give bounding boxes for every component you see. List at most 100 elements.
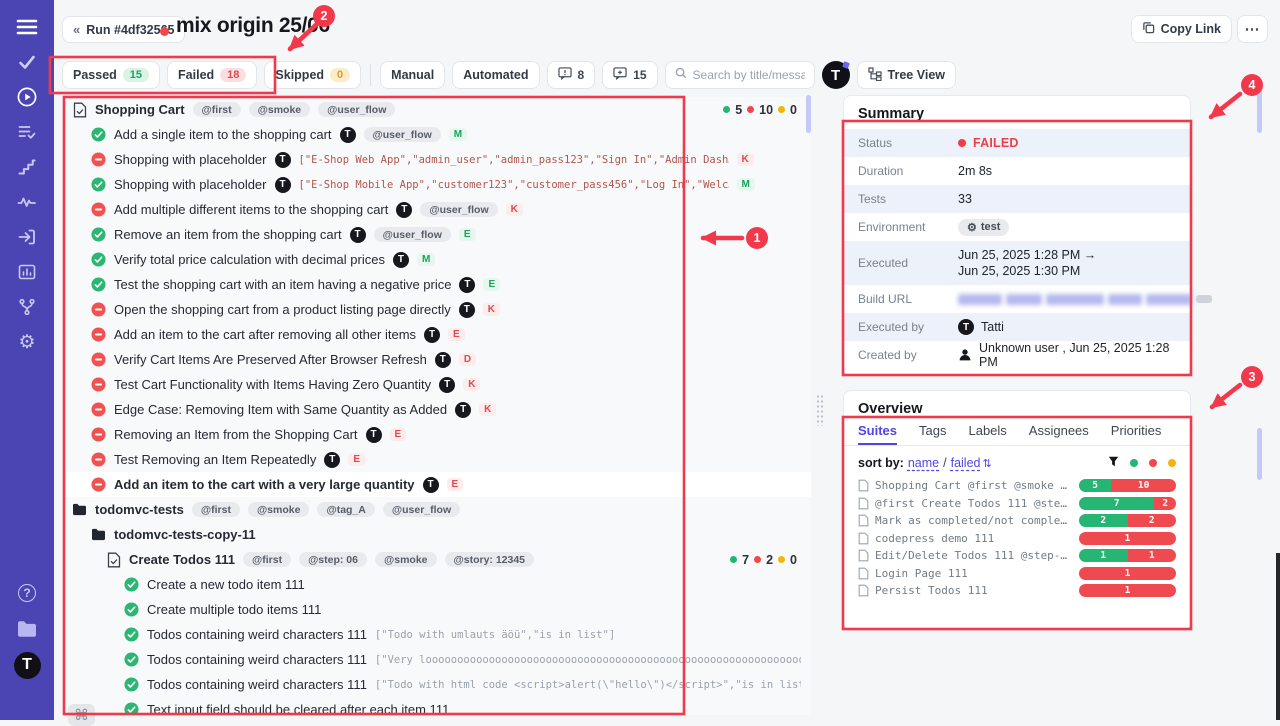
- test-row[interactable]: Edge Case: Removing Item with Same Quant…: [64, 397, 811, 422]
- comments-filter-button[interactable]: 8: [546, 61, 596, 89]
- filter-passed-button[interactable]: Passed 15: [62, 61, 161, 89]
- test-row[interactable]: Remove an item from the shopping cart T @u…: [64, 222, 811, 247]
- overview-suite-row[interactable]: codepress demo 111 1: [844, 530, 1190, 548]
- folder-row[interactable]: todomvc-tests @first @smoke @tag_A @user_flo…: [64, 497, 811, 522]
- filter-automated-button[interactable]: Automated: [452, 61, 540, 89]
- sidebar-item-branch[interactable]: [0, 290, 54, 324]
- overview-suite-row[interactable]: Edit/Delete Todos 111 @step-… 1 1: [844, 547, 1190, 565]
- tag-pill[interactable]: @step: 06: [299, 552, 367, 567]
- redacted-chunk: [958, 293, 1002, 305]
- tab-suites[interactable]: Suites: [858, 423, 897, 445]
- overview-suite-row[interactable]: @first Create Todos 111 @ste… 7 2: [844, 495, 1190, 513]
- sidebar-item-menu[interactable]: [0, 10, 54, 44]
- tab-priorities[interactable]: Priorities: [1110, 423, 1162, 438]
- test-row[interactable]: Create a new todo item 111: [64, 572, 811, 597]
- overview-heading: Overview: [858, 401, 923, 417]
- passed-dot: [730, 556, 738, 563]
- filter-skipped-button[interactable]: Skipped 0: [264, 61, 362, 89]
- search-input[interactable]: [692, 68, 805, 82]
- tag-pill[interactable]: @story: 12345: [444, 552, 535, 567]
- sidebar-item-steps[interactable]: [0, 150, 54, 184]
- test-row[interactable]: Test Cart Functionality with Items Havin…: [64, 372, 811, 397]
- panel-resize-handle[interactable]: [816, 394, 824, 426]
- overview-suite-row[interactable]: Persist Todos 111 1: [844, 582, 1190, 600]
- overview-suite-name: codepress demo 111: [875, 531, 995, 545]
- sidebar-item-gear[interactable]: ⚙: [0, 325, 54, 359]
- failed-segment: 1: [1127, 549, 1176, 563]
- test-row[interactable]: Verify total price calculation with deci…: [64, 247, 811, 272]
- sidebar-item-pulse[interactable]: [0, 185, 54, 219]
- test-row[interactable]: Test the shopping cart with an item havi…: [64, 272, 811, 297]
- filter-manual-button[interactable]: Manual: [380, 61, 446, 89]
- folder-row[interactable]: todomvc-tests-copy-11: [64, 522, 811, 547]
- skipped-dot: [778, 106, 786, 113]
- test-row[interactable]: Open the shopping cart from a product li…: [64, 297, 811, 322]
- tab-tags[interactable]: Tags: [919, 423, 947, 438]
- tag-pill[interactable]: @user_flow: [318, 102, 396, 117]
- tree-view-button[interactable]: Tree View: [856, 61, 956, 89]
- tag-pill[interactable]: @tag_A: [317, 502, 375, 517]
- test-row[interactable]: Add multiple different items to the shop…: [64, 197, 811, 222]
- more-menu-button[interactable]: ⋯: [1237, 15, 1268, 43]
- sort-by-name-link[interactable]: name: [907, 456, 940, 470]
- overview-suite-row[interactable]: Shopping Cart @first @smoke … 5 10: [844, 477, 1190, 495]
- passed-legend-dot[interactable]: [1130, 459, 1138, 467]
- tag-pill[interactable]: @first: [242, 552, 292, 567]
- sidebar-item-import[interactable]: [0, 220, 54, 254]
- test-row[interactable]: Add an item to the cart with a very larg…: [64, 472, 811, 497]
- tag-pill[interactable]: @user_flow: [363, 127, 441, 142]
- sidebar-item-check[interactable]: [0, 45, 54, 79]
- test-title: Test Removing an Item Repeatedly: [114, 452, 317, 467]
- sidebar-item-folder[interactable]: [0, 612, 54, 646]
- test-row[interactable]: Removing an Item from the Shopping Cart T…: [64, 422, 811, 447]
- filter-failed-button[interactable]: Failed 18: [167, 61, 258, 89]
- test-row[interactable]: Todos containing weird characters 111 ["T…: [64, 622, 811, 647]
- tag-pill[interactable]: @first: [191, 502, 240, 517]
- build-url-redacted[interactable]: [958, 293, 1212, 305]
- test-title: Todos containing weird characters 111: [147, 677, 367, 692]
- failed-legend-dot[interactable]: [1149, 459, 1157, 467]
- failed-segment: 1: [1079, 566, 1176, 580]
- overview-suite-row[interactable]: Login Page 111 1: [844, 565, 1190, 583]
- user-avatar[interactable]: T: [821, 61, 850, 89]
- t-avatar-icon: T: [455, 401, 472, 418]
- test-row[interactable]: Text input field should be cleared after…: [64, 697, 811, 715]
- test-row[interactable]: Todos containing weird characters 111 ["V…: [64, 647, 811, 672]
- skipped-count: 0: [790, 552, 797, 567]
- tag-pill[interactable]: @first: [192, 102, 241, 117]
- sidebar-item-t-logo[interactable]: T: [0, 648, 54, 682]
- tag-pill[interactable]: @smoke: [248, 102, 311, 117]
- test-row[interactable]: Shopping with placeholder T ["E-Shop Mobil…: [64, 172, 811, 197]
- tag-pill[interactable]: @user_flow: [382, 502, 461, 517]
- notes-filter-button[interactable]: 15: [602, 61, 658, 89]
- right-scrollbar-thumb-top[interactable]: [1257, 88, 1262, 133]
- test-row[interactable]: Create multiple todo items 111: [64, 597, 811, 622]
- overview-suite-row[interactable]: Mark as completed/not comple… 2 2: [844, 512, 1190, 530]
- tag-pill[interactable]: @smoke: [374, 552, 437, 567]
- test-row[interactable]: Add a single item to the shopping cart T @…: [64, 122, 811, 147]
- skipped-legend-dot[interactable]: [1168, 459, 1176, 467]
- tag-pill[interactable]: @smoke: [247, 502, 310, 517]
- test-row[interactable]: Test Removing an Item Repeatedly T E: [64, 447, 811, 472]
- test-row[interactable]: Shopping with placeholder T ["E-Shop Web A…: [64, 147, 811, 172]
- test-row[interactable]: Verify Cart Items Are Preserved After Br…: [64, 347, 811, 372]
- environment-tag[interactable]: ⚙ test: [958, 218, 1010, 236]
- list-check-icon: [17, 122, 37, 142]
- right-scrollbar-thumb-bottom[interactable]: [1257, 428, 1262, 480]
- sidebar-item-chart[interactable]: [0, 255, 54, 289]
- filter-funnel-icon[interactable]: [1108, 456, 1119, 470]
- sidebar-item-list-check[interactable]: [0, 115, 54, 149]
- tag-pill[interactable]: @user_flow: [373, 227, 451, 242]
- copy-link-button[interactable]: Copy Link: [1130, 15, 1232, 43]
- inner-scrollbar-thumb[interactable]: [806, 95, 811, 133]
- tab-assignees[interactable]: Assignees: [1028, 423, 1089, 438]
- test-row[interactable]: Add an item to the cart after removing a…: [64, 322, 811, 347]
- sidebar-item-help[interactable]: ?: [0, 576, 54, 610]
- tag-pill[interactable]: @user_flow: [420, 202, 498, 217]
- tab-labels[interactable]: Labels: [968, 423, 1007, 438]
- sort-by-failed-link[interactable]: failed: [950, 456, 981, 470]
- suite-row[interactable]: Shopping Cart @first @smoke @user_flow 5 10 0: [64, 97, 811, 122]
- sidebar-item-play[interactable]: [0, 80, 54, 114]
- suite-row[interactable]: Create Todos 111 @first @step: 06 @smoke @st…: [64, 547, 811, 572]
- test-row[interactable]: Todos containing weird characters 111 ["T…: [64, 672, 811, 697]
